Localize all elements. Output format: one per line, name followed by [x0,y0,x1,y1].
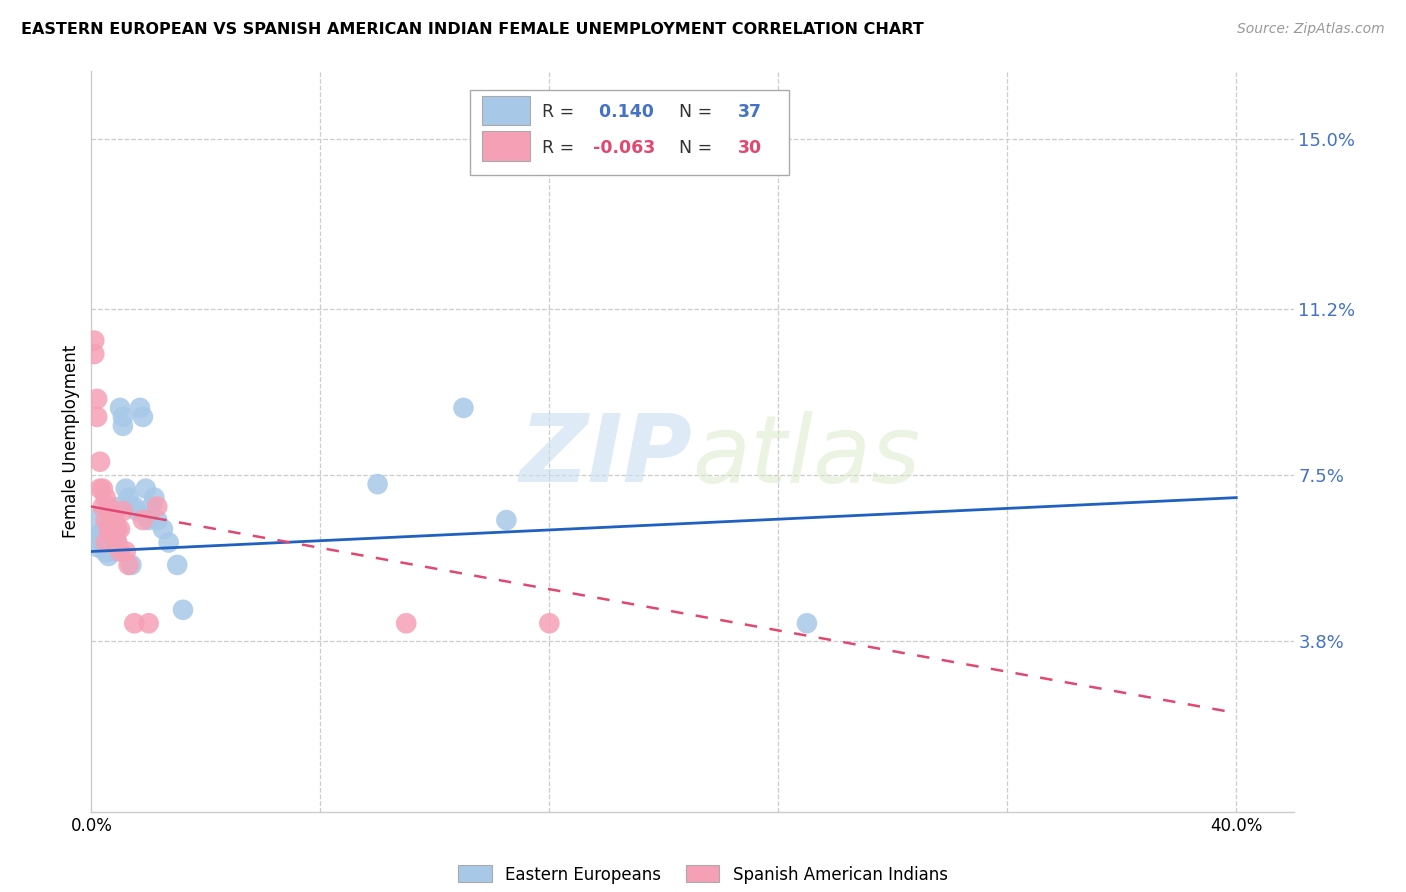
Point [89,482,111,496]
Point [157,535,180,549]
Point [796,616,818,631]
Text: N =: N = [668,138,718,157]
Point [105,522,128,536]
Point [114,544,136,558]
Point [141,500,163,514]
Point [83,334,105,348]
Point [83,347,105,361]
Point [86,522,108,536]
Text: atlas: atlas [692,411,921,502]
Text: ZIP: ZIP [520,410,692,502]
FancyBboxPatch shape [482,95,530,126]
FancyBboxPatch shape [482,131,530,161]
Point [89,535,111,549]
Point [94,491,117,505]
Point [100,526,122,541]
Point [105,522,128,536]
Point [129,401,152,415]
Point [111,418,134,433]
Point [105,535,128,549]
Point [143,491,166,505]
Point [86,392,108,406]
Point [97,522,120,536]
Point [117,491,139,505]
Point [132,409,155,424]
Point [94,544,117,558]
Point [108,544,131,558]
Text: 30: 30 [738,138,762,157]
Point [127,504,149,518]
Point [103,544,125,558]
Point [172,603,194,617]
Point [86,409,108,424]
Point [94,535,117,549]
Point [103,526,125,541]
Point [108,500,131,514]
FancyBboxPatch shape [470,90,789,175]
Point [453,401,475,415]
Point [94,513,117,527]
Text: Source: ZipAtlas.com: Source: ZipAtlas.com [1237,22,1385,37]
Text: EASTERN EUROPEAN VS SPANISH AMERICAN INDIAN FEMALE UNEMPLOYMENT CORRELATION CHAR: EASTERN EUROPEAN VS SPANISH AMERICAN IND… [21,22,924,37]
Point [91,482,114,496]
Point [100,540,122,554]
Text: 0.140: 0.140 [593,103,654,121]
Point [94,535,117,549]
Point [91,526,114,541]
Point [89,455,111,469]
Text: -0.063: -0.063 [593,138,655,157]
Point [103,526,125,541]
Point [97,500,120,514]
Point [111,504,134,518]
Point [367,477,389,491]
Point [108,522,131,536]
Point [538,616,561,631]
Point [91,500,114,514]
Point [124,500,146,514]
Point [111,409,134,424]
Point [124,616,146,631]
Text: 37: 37 [738,103,762,121]
Y-axis label: Female Unemployment: Female Unemployment [62,345,80,538]
Point [97,549,120,563]
Point [117,558,139,572]
Point [105,535,128,549]
Point [100,513,122,527]
Text: R =: R = [543,138,579,157]
Point [121,558,143,572]
Point [132,513,155,527]
Point [138,513,160,527]
Point [495,513,517,527]
Point [146,513,169,527]
Point [138,616,160,631]
Point [108,401,131,415]
Point [114,482,136,496]
Point [166,558,188,572]
Point [135,482,157,496]
Point [146,500,169,514]
Point [395,616,418,631]
Point [103,513,125,527]
Text: R =: R = [543,103,579,121]
Legend: Eastern Europeans, Spanish American Indians: Eastern Europeans, Spanish American Indi… [451,859,955,890]
Point [152,522,174,536]
Text: N =: N = [668,103,718,121]
Point [100,526,122,541]
Point [97,535,120,549]
